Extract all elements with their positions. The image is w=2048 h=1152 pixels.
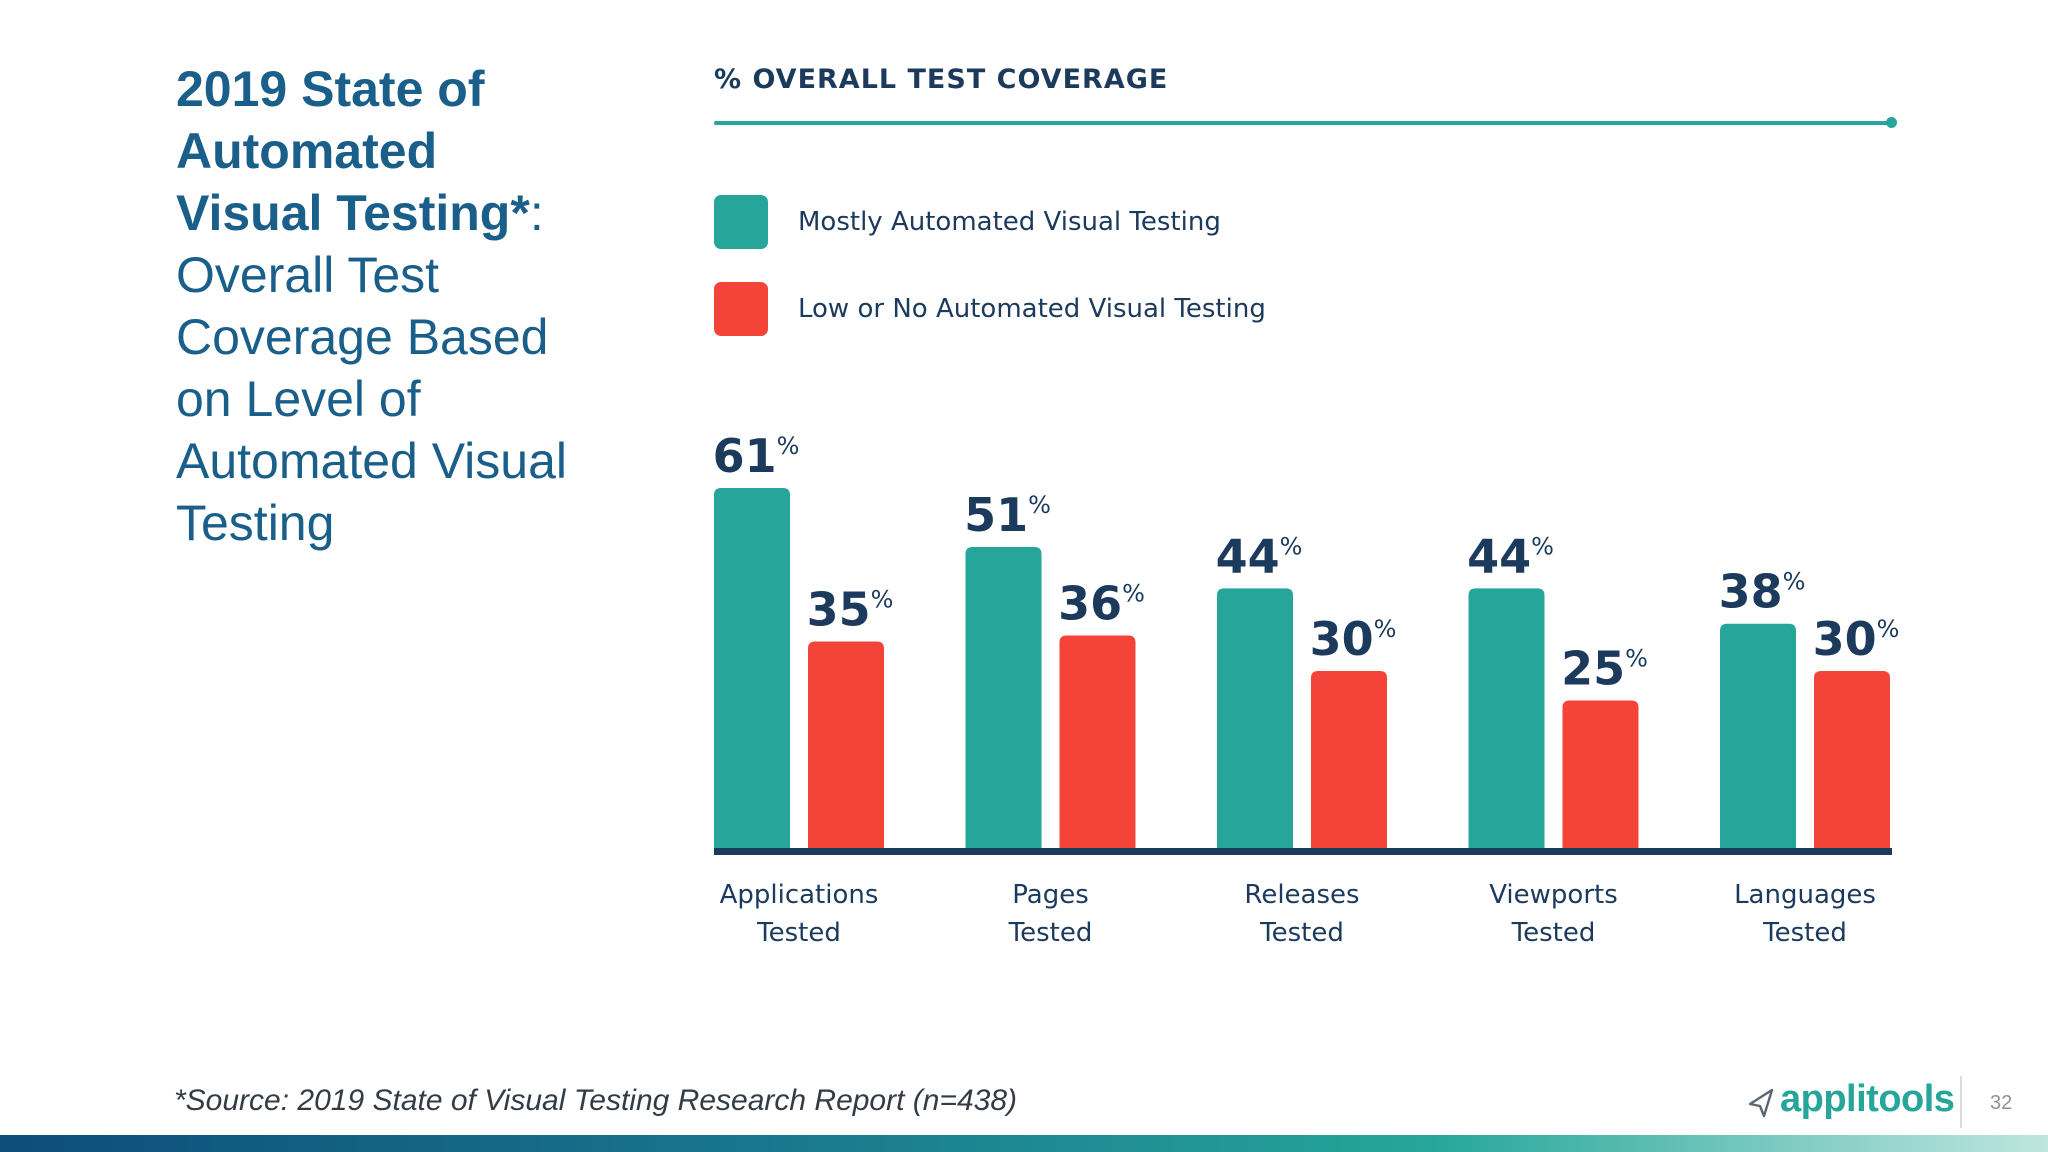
chart-title: % OVERALL TEST COVERAGE [714, 64, 1169, 95]
page-number: 32 [1990, 1092, 2013, 1114]
data-label-low-2: 30% [1310, 612, 1397, 666]
title-bold-line-2: Automated [176, 123, 438, 179]
source-footnote: *Source: 2019 State of Visual Testing Re… [174, 1084, 1018, 1117]
title-colon: : [529, 185, 544, 241]
data-label-mostly-1: 51% [964, 488, 1051, 542]
bar-mostly-1 [965, 547, 1042, 848]
bar-mostly-4 [1720, 623, 1796, 848]
category-label-1-line-1: Pages [1012, 880, 1089, 910]
heading-divider-dot [1886, 117, 1897, 128]
title-bold-line-3: Visual Testing* [176, 185, 530, 241]
bottom-gradient-bar [0, 1135, 2048, 1152]
slide-title: 2019 State of Automated Visual Testing*:… [176, 58, 646, 554]
category-label-2-line-2: Tested [1259, 918, 1344, 948]
legend-swatch-teal [714, 195, 768, 249]
title-bold-line-1: 2019 State of [176, 61, 485, 117]
category-label-4-line-2: Tested [1762, 918, 1847, 948]
category-label-3-line-1: Viewports [1489, 880, 1618, 910]
category-label-3-line-2: Tested [1511, 918, 1596, 948]
bar-low-3 [1562, 700, 1639, 848]
legend-label-mostly-automated: Mostly Automated Visual Testing [798, 207, 1221, 237]
title-line-8: Testing [176, 495, 335, 551]
logo-divider [1960, 1076, 1962, 1128]
bar-low-0 [808, 641, 884, 848]
x-axis-baseline [714, 848, 1892, 855]
data-label-mostly-3: 44% [1467, 529, 1554, 583]
category-label-4-line-1: Languages [1734, 880, 1876, 910]
heading-divider [714, 121, 1892, 125]
title-line-7: Automated Visual [176, 433, 567, 489]
applitools-logo: applitools [1748, 1078, 1955, 1128]
category-label-0-line-2: Tested [756, 918, 841, 948]
data-label-low-0: 35% [807, 582, 894, 636]
data-label-low-1: 36% [1058, 577, 1145, 631]
data-label-mostly-0: 61% [713, 429, 800, 483]
category-label-1-line-2: Tested [1008, 918, 1093, 948]
bar-low-2 [1311, 670, 1387, 848]
bar-low-1 [1059, 635, 1136, 848]
bar-mostly-0 [714, 488, 790, 848]
category-label-0-line-1: Applications [720, 880, 879, 910]
data-label-mostly-4: 38% [1719, 565, 1806, 619]
bar-mostly-2 [1217, 588, 1293, 848]
bar-mostly-3 [1468, 588, 1545, 848]
paper-plane-icon [1748, 1088, 1774, 1118]
title-bold-line-3-wrapper: Visual Testing*: [176, 182, 646, 244]
title-line-4: Overall Test [176, 247, 440, 303]
legend-swatch-red [714, 282, 768, 336]
data-label-low-3: 25% [1561, 641, 1648, 695]
title-line-6: on Level of [176, 371, 421, 427]
title-line-5: Coverage Based [176, 309, 549, 365]
data-label-low-4: 30% [1813, 612, 1900, 666]
brand-name: applitools [1780, 1078, 1955, 1120]
category-label-2-line-1: Releases [1244, 880, 1359, 910]
bar-low-4 [1814, 670, 1890, 848]
data-label-mostly-2: 44% [1216, 529, 1303, 583]
legend-label-low-automated: Low or No Automated Visual Testing [798, 294, 1266, 324]
